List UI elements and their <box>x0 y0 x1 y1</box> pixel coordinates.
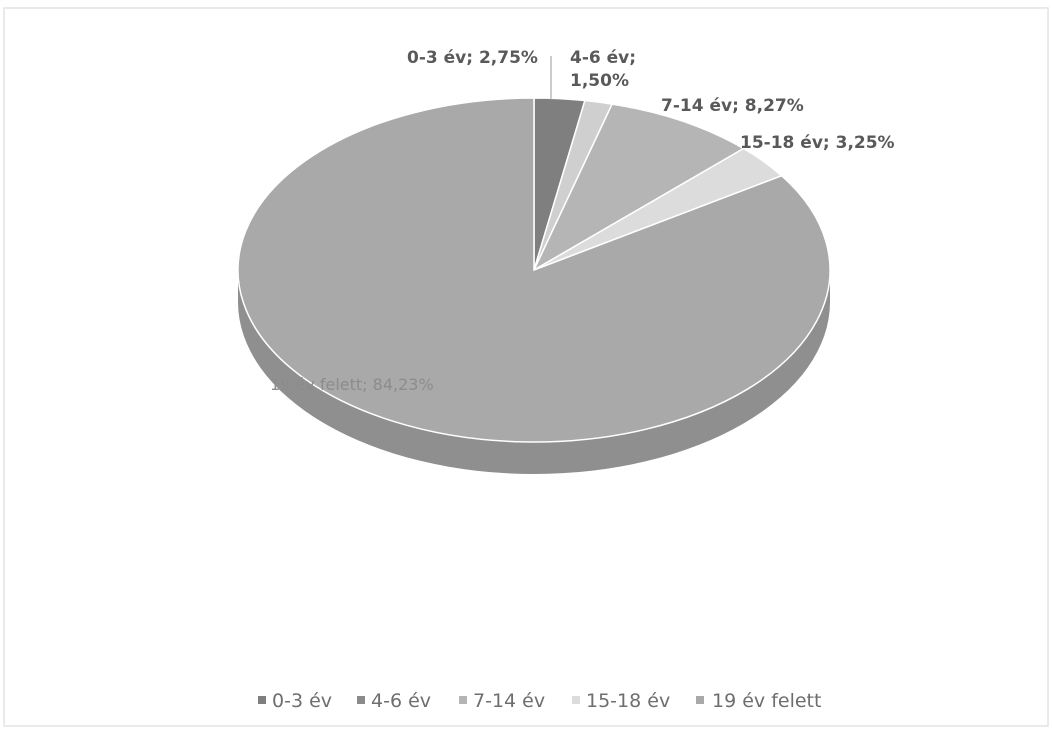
legend-label-19-felett: 19 év felett <box>712 690 821 712</box>
pie-side <box>238 270 830 474</box>
data-label-19-felett: 19 év felett; 84,23% <box>270 375 434 394</box>
legend-label-7-14: 7-14 év <box>473 690 545 712</box>
legend-label-4-6: 4-6 év <box>371 690 431 712</box>
pie-slice-7-14 <box>532 103 746 272</box>
legend-label-15-18: 15-18 év <box>586 690 670 712</box>
pie-slices <box>237 97 831 443</box>
data-label-7-14: 7-14 év; 8,27% <box>661 96 804 116</box>
pie-slice-19-felett <box>237 97 831 443</box>
data-label-4-6-line2: 1,50% <box>570 71 629 91</box>
data-label-0-3: 0-3 év; 2,75% <box>407 48 538 68</box>
legend-swatch-19-felett <box>696 696 704 704</box>
legend-label-0-3: 0-3 év <box>272 690 332 712</box>
data-label-15-18: 15-18 év; 3,25% <box>740 133 895 153</box>
legend: 0-3 év 4-6 év 7-14 év 15-18 év 19 év fel… <box>258 690 821 712</box>
legend-swatch-0-3 <box>258 696 266 704</box>
legend-swatch-4-6 <box>357 696 365 704</box>
legend-swatch-7-14 <box>459 696 467 704</box>
data-label-4-6-line1: 4-6 év; <box>570 48 636 68</box>
legend-swatch-15-18 <box>572 696 580 704</box>
